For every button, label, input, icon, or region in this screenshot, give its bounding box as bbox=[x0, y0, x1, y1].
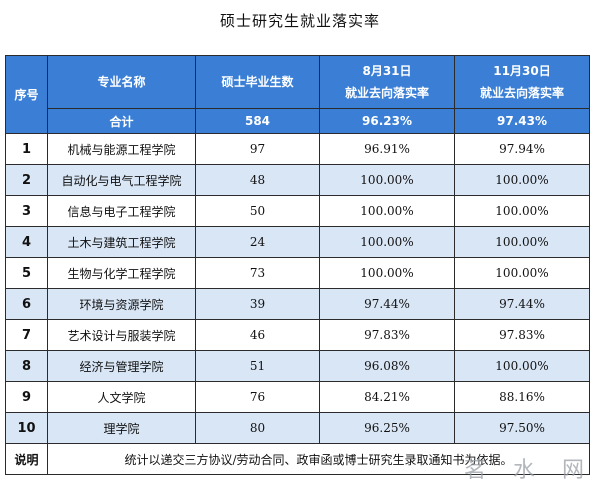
row-aug-rate: 84.21% bbox=[319, 381, 455, 413]
row-aug-rate: 96.91% bbox=[319, 133, 455, 165]
row-aug-rate: 100.00% bbox=[319, 257, 455, 289]
row-nov-rate: 97.83% bbox=[454, 319, 590, 351]
row-index: 2 bbox=[5, 164, 48, 196]
row-nov-rate: 88.16% bbox=[454, 381, 590, 413]
header-aug-label: 就业去向落实率 bbox=[344, 86, 429, 100]
header-nov-date: 11月30日 bbox=[493, 64, 551, 78]
watermark: 茗 水 网 bbox=[464, 458, 594, 483]
row-graduates: 76 bbox=[195, 381, 320, 413]
header-nov-rate: 11月30日 就业去向落实率 bbox=[454, 55, 590, 109]
row-graduates: 97 bbox=[195, 133, 320, 165]
total-aug-rate: 96.23% bbox=[319, 108, 455, 134]
header-aug-date: 8月31日 bbox=[362, 64, 412, 78]
row-aug-rate: 96.08% bbox=[319, 350, 455, 382]
header-index: 序号 bbox=[5, 55, 48, 134]
row-name: 生物与化学工程学院 bbox=[47, 257, 196, 289]
row-graduates: 24 bbox=[195, 226, 320, 258]
row-nov-rate: 100.00% bbox=[454, 164, 590, 196]
row-index: 3 bbox=[5, 195, 48, 227]
row-index: 8 bbox=[5, 350, 48, 382]
table-row: 7 艺术设计与服装学院 46 97.83% 97.83% bbox=[5, 319, 590, 351]
row-graduates: 50 bbox=[195, 195, 320, 227]
employment-rate-table: 序号 专业名称 硕士毕业生数 8月31日 就业去向落实率 11月30日 就业去向… bbox=[5, 55, 590, 475]
row-name: 土木与建筑工程学院 bbox=[47, 226, 196, 258]
row-graduates: 73 bbox=[195, 257, 320, 289]
row-graduates: 51 bbox=[195, 350, 320, 382]
header-row: 序号 专业名称 硕士毕业生数 8月31日 就业去向落实率 11月30日 就业去向… bbox=[5, 55, 590, 134]
row-name: 信息与电子工程学院 bbox=[47, 195, 196, 227]
page-title: 硕士研究生就业落实率 bbox=[219, 12, 380, 30]
row-index: 6 bbox=[5, 288, 48, 320]
row-name: 自动化与电气工程学院 bbox=[47, 164, 196, 196]
row-index: 4 bbox=[5, 226, 48, 258]
row-name: 艺术设计与服装学院 bbox=[47, 319, 196, 351]
row-aug-rate: 100.00% bbox=[319, 164, 455, 196]
table-row: 3 信息与电子工程学院 50 100.00% 100.00% bbox=[5, 195, 590, 227]
row-aug-rate: 97.83% bbox=[319, 319, 455, 351]
row-nov-rate: 100.00% bbox=[454, 226, 590, 258]
table-row: 8 经济与管理学院 51 96.08% 100.00% bbox=[5, 350, 590, 382]
row-aug-rate: 97.44% bbox=[319, 288, 455, 320]
row-nov-rate: 100.00% bbox=[454, 257, 590, 289]
row-name: 经济与管理学院 bbox=[47, 350, 196, 382]
row-aug-rate: 100.00% bbox=[319, 226, 455, 258]
row-nov-rate: 97.94% bbox=[454, 133, 590, 165]
row-name: 环境与资源学院 bbox=[47, 288, 196, 320]
row-graduates: 39 bbox=[195, 288, 320, 320]
total-label: 合计 bbox=[47, 108, 196, 134]
row-index: 7 bbox=[5, 319, 48, 351]
row-nov-rate: 97.44% bbox=[454, 288, 590, 320]
note-text: 统计以递交三方协议/劳动合同、政审函或博士研究生录取通知书为依据。 bbox=[47, 443, 590, 475]
table-row: 10 理学院 80 96.25% 97.50% bbox=[5, 412, 590, 444]
row-graduates: 46 bbox=[195, 319, 320, 351]
row-nov-rate: 97.50% bbox=[454, 412, 590, 444]
row-nov-rate: 100.00% bbox=[454, 195, 590, 227]
row-aug-rate: 100.00% bbox=[319, 195, 455, 227]
header-major: 专业名称 bbox=[47, 55, 196, 109]
row-name: 理学院 bbox=[47, 412, 196, 444]
row-graduates: 80 bbox=[195, 412, 320, 444]
row-name: 人文学院 bbox=[47, 381, 196, 413]
total-row: 合计 584 96.23% 97.43% bbox=[6, 108, 590, 134]
row-nov-rate: 100.00% bbox=[454, 350, 590, 382]
header-graduates: 硕士毕业生数 bbox=[195, 55, 320, 109]
header-aug-rate: 8月31日 就业去向落实率 bbox=[319, 55, 455, 109]
row-aug-rate: 96.25% bbox=[319, 412, 455, 444]
total-graduates: 584 bbox=[195, 108, 320, 134]
header-nov-label: 就业去向落实率 bbox=[479, 86, 564, 100]
row-index: 1 bbox=[5, 133, 48, 165]
row-index: 5 bbox=[5, 257, 48, 289]
total-nov-rate: 97.43% bbox=[454, 108, 590, 134]
row-graduates: 48 bbox=[195, 164, 320, 196]
row-index: 10 bbox=[5, 412, 48, 444]
table-row: 9 人文学院 76 84.21% 88.16% bbox=[5, 381, 590, 413]
table-row: 6 环境与资源学院 39 97.44% 97.44% bbox=[5, 288, 590, 320]
table-row: 2 自动化与电气工程学院 48 100.00% 100.00% bbox=[5, 164, 590, 196]
row-name: 机械与能源工程学院 bbox=[47, 133, 196, 165]
table-row: 5 生物与化学工程学院 73 100.00% 100.00% bbox=[5, 257, 590, 289]
table-row: 1 机械与能源工程学院 97 96.91% 97.94% bbox=[5, 133, 590, 165]
table-row: 4 土木与建筑工程学院 24 100.00% 100.00% bbox=[5, 226, 590, 258]
note-row: 说明 统计以递交三方协议/劳动合同、政审函或博士研究生录取通知书为依据。 bbox=[5, 443, 590, 475]
note-label: 说明 bbox=[5, 443, 48, 475]
row-index: 9 bbox=[5, 381, 48, 413]
